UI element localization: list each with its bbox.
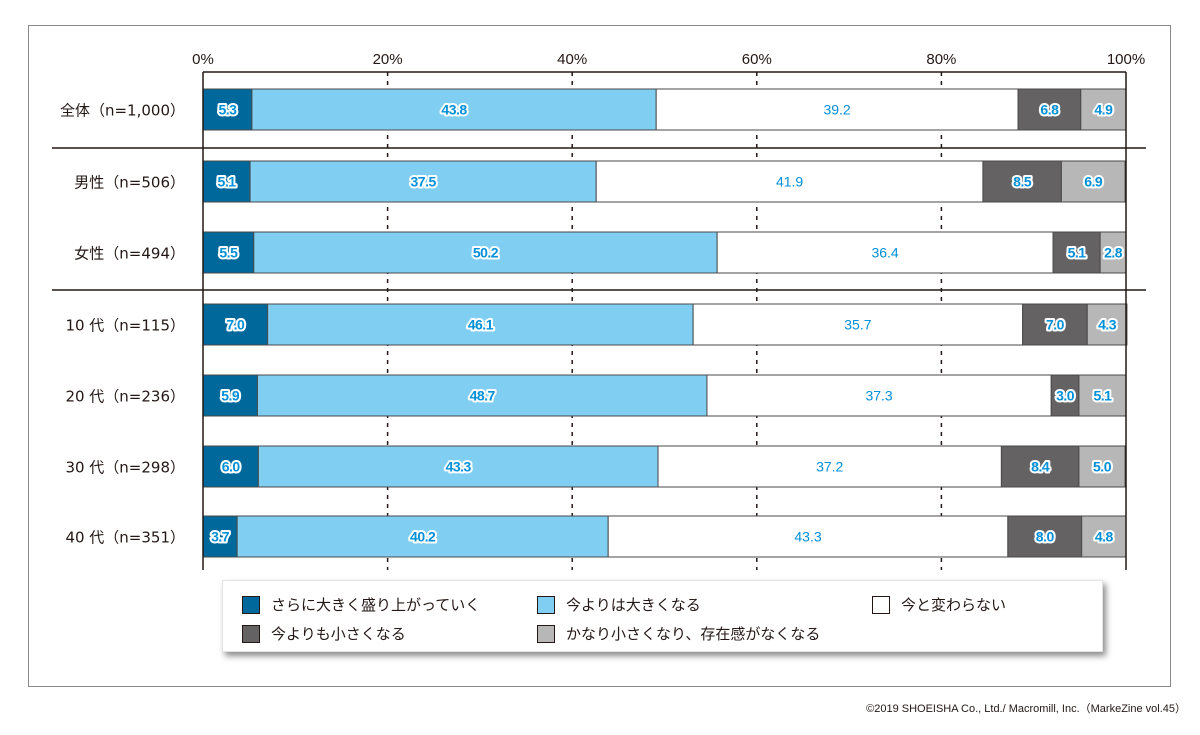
data-label: 50.2 bbox=[473, 245, 499, 261]
legend: さらに大きく盛り上がっていく 今よりは大きくなる 今と変わらない 今よりも小さく… bbox=[222, 580, 1103, 652]
legend-item: かなり小さくなり、存在感がなくなる bbox=[537, 623, 820, 644]
bar-segment bbox=[1078, 374, 1127, 417]
data-label: 43.8 bbox=[441, 102, 467, 118]
data-label: 5.1 bbox=[1093, 388, 1112, 404]
bar-segment bbox=[202, 374, 258, 417]
category-label: 40 代（n=351） bbox=[65, 529, 185, 547]
category-label: 男性（n=506） bbox=[74, 174, 185, 192]
data-label: 8.4 bbox=[1031, 459, 1050, 475]
legend-swatch bbox=[242, 595, 260, 614]
bars-layer bbox=[202, 88, 1128, 558]
legend-swatch bbox=[537, 595, 555, 614]
bar-segment bbox=[1000, 445, 1080, 488]
data-label: 6.0 bbox=[222, 459, 241, 475]
data-label: 46.1 bbox=[468, 317, 494, 333]
legend-label: 今よりは大きくなる bbox=[566, 596, 701, 614]
bar-segment bbox=[1080, 88, 1127, 131]
legend-item: 今よりも小さくなる bbox=[242, 623, 406, 644]
bar-segment bbox=[716, 231, 1054, 274]
x-tick-label: 60% bbox=[742, 51, 772, 68]
bar-segment bbox=[706, 374, 1052, 417]
category-label: 20 代（n=236） bbox=[65, 388, 185, 406]
bar-segment bbox=[202, 160, 251, 203]
data-label: 37.5 bbox=[411, 174, 437, 190]
data-label: 35.7 bbox=[844, 317, 871, 333]
x-tick-label: 0% bbox=[192, 51, 214, 68]
data-label: 5.3 bbox=[218, 102, 237, 118]
bar-segment bbox=[1086, 303, 1128, 346]
legend-label: 今よりも小さくなる bbox=[271, 625, 406, 643]
bar-segment bbox=[267, 303, 694, 346]
data-label: 2.8 bbox=[1104, 245, 1123, 261]
bar-segment bbox=[1007, 515, 1083, 558]
data-label: 43.3 bbox=[446, 459, 472, 475]
bar-segment bbox=[1078, 445, 1126, 488]
bar-segment bbox=[607, 515, 1009, 558]
category-label: 30 代（n=298） bbox=[65, 459, 185, 477]
bar-segment bbox=[1017, 88, 1082, 131]
bar-segment bbox=[982, 160, 1062, 203]
bar-segment bbox=[256, 374, 708, 417]
data-label: 5.1 bbox=[218, 174, 237, 190]
data-label: 4.9 bbox=[1094, 102, 1113, 118]
category-label: 全体（n=1,000） bbox=[60, 102, 185, 120]
legend-label: かなり小さくなり、存在感がなくなる bbox=[566, 625, 821, 643]
data-label: 6.8 bbox=[1040, 102, 1059, 118]
data-label: 37.3 bbox=[865, 388, 892, 404]
axis-layer: 0% 20% 40% 60% 80% 100% bbox=[52, 51, 1146, 570]
data-label: 8.5 bbox=[1013, 174, 1032, 190]
data-label: 7.0 bbox=[226, 317, 245, 333]
bar-segment bbox=[202, 445, 259, 488]
copyright-notice: ©2019 SHOEISHA Co., Ltd./ Macromill, Inc… bbox=[866, 703, 1186, 715]
legend-item: 今よりは大きくなる bbox=[537, 594, 701, 615]
bar-segment bbox=[1022, 303, 1088, 346]
data-label: 6.9 bbox=[1084, 174, 1103, 190]
bar-segment bbox=[1052, 231, 1101, 274]
x-tick-label: 20% bbox=[373, 51, 403, 68]
data-label: 3.7 bbox=[211, 529, 230, 545]
data-label: 5.0 bbox=[1093, 459, 1112, 475]
data-label: 5.1 bbox=[1068, 245, 1087, 261]
data-label: 48.7 bbox=[470, 388, 496, 404]
data-label: 3.0 bbox=[1056, 388, 1075, 404]
x-tick-label: 100% bbox=[1107, 51, 1145, 68]
data-label: 8.0 bbox=[1036, 529, 1055, 545]
data-label: 5.5 bbox=[219, 245, 238, 261]
data-label: 4.3 bbox=[1098, 317, 1117, 333]
legend-item: 今と変わらない bbox=[872, 594, 1006, 615]
bar-segment bbox=[236, 515, 609, 558]
bar-segment bbox=[1060, 160, 1126, 203]
legend-label: さらに大きく盛り上がっていく bbox=[271, 596, 481, 614]
data-label: 4.8 bbox=[1095, 529, 1114, 545]
bar-segment bbox=[655, 88, 1019, 131]
chart-frame bbox=[28, 25, 1171, 687]
bar-segment bbox=[657, 445, 1002, 488]
category-label: 10 代（n=115） bbox=[65, 317, 185, 335]
legend-item: さらに大きく盛り上がっていく bbox=[242, 594, 480, 615]
data-label: 7.0 bbox=[1046, 317, 1065, 333]
bar-segment bbox=[202, 303, 269, 346]
bar-segment bbox=[251, 88, 657, 131]
data-label: 39.2 bbox=[823, 102, 850, 118]
category-label: 女性（n=494） bbox=[74, 245, 185, 263]
data-label: 37.2 bbox=[816, 459, 843, 475]
x-tick-label: 40% bbox=[557, 51, 587, 68]
data-label: 36.4 bbox=[871, 245, 898, 261]
data-label: 41.9 bbox=[776, 174, 803, 190]
legend-swatch bbox=[872, 595, 890, 614]
bar-segment bbox=[202, 231, 255, 274]
legend-swatch bbox=[537, 624, 555, 643]
legend-swatch bbox=[242, 624, 260, 643]
bar-segment bbox=[1050, 374, 1080, 417]
x-tick-label: 80% bbox=[926, 51, 956, 68]
data-label: 43.3 bbox=[794, 529, 821, 545]
data-label: 5.9 bbox=[221, 388, 240, 404]
bar-segment bbox=[1081, 515, 1127, 558]
bar-segment bbox=[253, 231, 718, 274]
labels-layer: 5.3 43.8 39.2 6.8 4.9 全体（n=1,000） 5.1 37.5 41.9 8… bbox=[60, 100, 1125, 547]
legend-label: 今と変わらない bbox=[901, 596, 1007, 614]
data-label: 40.2 bbox=[410, 529, 436, 545]
